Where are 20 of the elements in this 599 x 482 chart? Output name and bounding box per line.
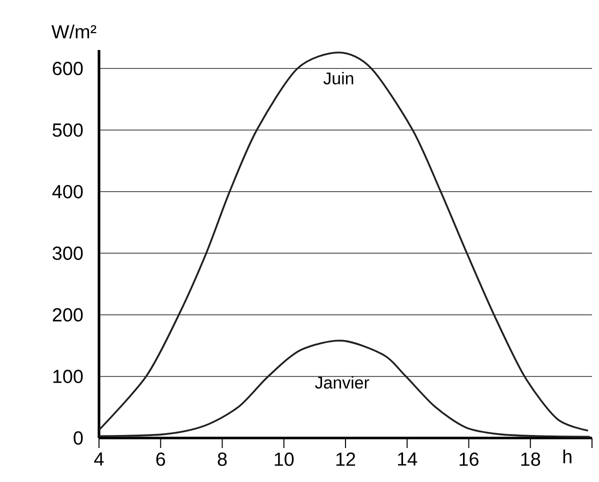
- x-tick-label: 14: [398, 452, 418, 466]
- series-label: Juin: [323, 72, 354, 84]
- y-tick-label: 600: [52, 62, 83, 76]
- y-axis-title: W/m²: [51, 24, 96, 38]
- x-tick-label: 4: [94, 452, 104, 466]
- x-tick-label: 8: [218, 452, 227, 466]
- y-tick-label: 0: [74, 431, 83, 445]
- x-axis-title: h: [563, 450, 572, 464]
- line-series: [98, 52, 589, 432]
- y-tick-label: 100: [53, 370, 83, 384]
- y-tick-label: 500: [52, 123, 83, 137]
- series-label: Janvier: [315, 376, 370, 389]
- y-tick-label: 300: [52, 246, 83, 260]
- x-tick-label: 10: [274, 452, 294, 466]
- y-tick-label: 200: [52, 308, 83, 322]
- x-tick-label: 6: [156, 452, 166, 466]
- x-tick-label: 18: [521, 452, 540, 466]
- x-tick-label: 12: [336, 452, 356, 466]
- y-tick-label: 400: [52, 184, 83, 198]
- x-tick-label: 16: [460, 452, 478, 466]
